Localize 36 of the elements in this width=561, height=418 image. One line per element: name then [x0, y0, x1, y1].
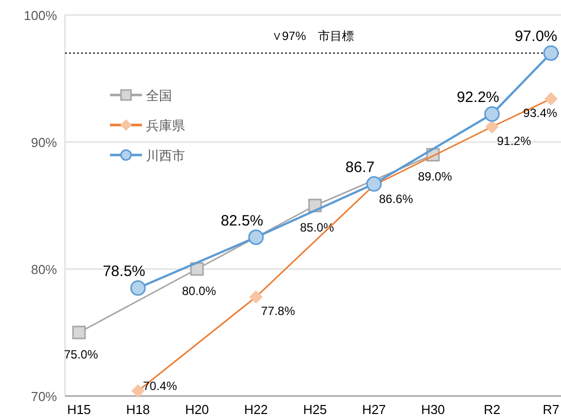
y-tick-label: 80% [30, 262, 58, 277]
legend-label: 全国 [146, 88, 172, 103]
point [130, 280, 146, 296]
x-tick-label: H20 [185, 402, 209, 417]
point [248, 230, 264, 245]
x-tick-label: H15 [67, 402, 91, 417]
point [72, 326, 86, 340]
data-label: 80.0% [182, 284, 216, 298]
legend-label: 川西市 [146, 148, 185, 163]
x-tick-label: H22 [244, 402, 268, 417]
data-label: 89.0% [418, 170, 452, 184]
data-label: 86.6% [378, 192, 414, 206]
data-label: 82.5% [220, 212, 264, 230]
x-tick-label: R7 [542, 402, 560, 417]
point [190, 262, 204, 276]
data-label: 97.0% [514, 28, 558, 46]
point [484, 106, 500, 122]
data-label: 91.2% [496, 134, 532, 148]
legend-label: 兵庫県 [146, 118, 185, 133]
data-label: 92.2% [456, 89, 500, 106]
x-tick-label: R2 [484, 402, 500, 417]
x-tick-label: H25 [303, 402, 327, 417]
y-tick-label: 100% [24, 8, 58, 23]
x-tick-label: H30 [421, 402, 445, 417]
data-label: 86.7 [345, 158, 375, 176]
x-tick-label: H18 [126, 402, 150, 417]
y-tick-label: 70% [30, 389, 58, 404]
x-tick-label: H27 [362, 402, 386, 417]
data-label: 78.5% [102, 263, 146, 280]
data-label: 93.4% [523, 106, 558, 120]
data-label: 75.0% [64, 348, 98, 362]
data-label: 77.8% [260, 304, 296, 318]
data-label: 70.4% [142, 379, 178, 393]
y-tick-label: 90% [30, 135, 58, 150]
ref-line-label: ∨97% 市目標 [272, 29, 354, 44]
point [543, 45, 559, 61]
